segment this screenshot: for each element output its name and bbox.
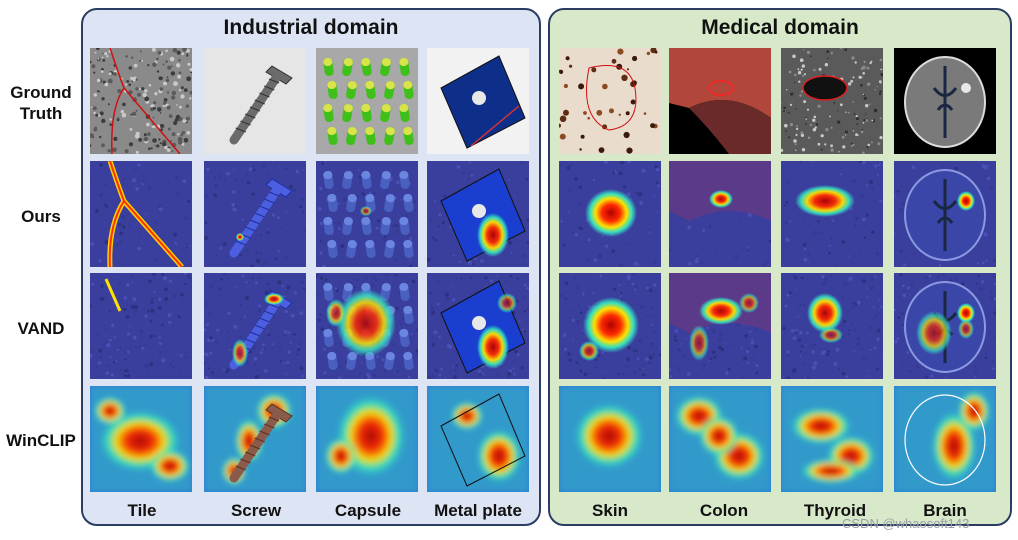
vand-tile-image <box>90 273 192 379</box>
ours-colon-image <box>669 161 771 267</box>
row-label-vand: VAND <box>17 319 65 338</box>
medical-domain-title: Medical domain <box>701 16 859 39</box>
col-label-thyroid: Thyroid <box>803 501 867 520</box>
ground-truth-tile-image <box>90 48 192 154</box>
row-label-winclip: WinCLIP <box>6 431 76 450</box>
col-label-tile: Tile <box>127 501 157 520</box>
vand-brain-image <box>894 273 996 379</box>
col-label-metal-plate: Metal plate <box>434 501 522 520</box>
ground-truth-skin-image <box>559 48 661 154</box>
ground-truth-brain-image <box>894 48 996 154</box>
winclip-thyroid-image <box>781 386 883 492</box>
ours-metal-plate-image <box>427 161 529 267</box>
col-label-capsule: Capsule <box>334 501 402 520</box>
row-label-ground-truth: Ground Truth <box>10 83 72 123</box>
ground-truth-screw-image <box>204 48 306 154</box>
vand-colon-image <box>669 273 771 379</box>
ours-brain-image <box>894 161 996 267</box>
vand-metal-plate-image <box>427 273 529 379</box>
winclip-colon-image <box>669 386 771 492</box>
col-label-screw: Screw <box>230 501 282 520</box>
ground-truth-metal-plate-image <box>427 48 529 154</box>
col-label-colon: Colon <box>699 501 749 520</box>
ours-thyroid-image <box>781 161 883 267</box>
industrial-domain-title: Industrial domain <box>223 16 399 39</box>
ours-skin-image <box>559 161 661 267</box>
winclip-brain-image <box>894 386 996 492</box>
ground-truth-colon-image <box>669 48 771 154</box>
vand-screw-image <box>204 273 306 379</box>
row-label-ours: Ours <box>21 207 61 226</box>
winclip-screw-image <box>204 386 306 492</box>
winclip-metal-plate-image <box>427 386 529 492</box>
winclip-skin-image <box>559 386 661 492</box>
ground-truth-thyroid-image <box>781 48 883 154</box>
col-label-skin: Skin <box>592 501 628 520</box>
vand-skin-image <box>559 273 661 379</box>
ours-capsule-image <box>316 161 418 267</box>
ground-truth-capsule-image <box>316 48 418 154</box>
ours-screw-image <box>204 161 306 267</box>
vand-thyroid-image <box>781 273 883 379</box>
winclip-tile-image <box>90 386 192 492</box>
winclip-capsule-image <box>316 386 418 492</box>
col-label-brain: Brain <box>923 501 967 520</box>
ours-tile-image <box>90 161 192 267</box>
watermark: CSDN @whaosoft143 <box>842 516 970 531</box>
vand-capsule-image <box>316 273 418 379</box>
